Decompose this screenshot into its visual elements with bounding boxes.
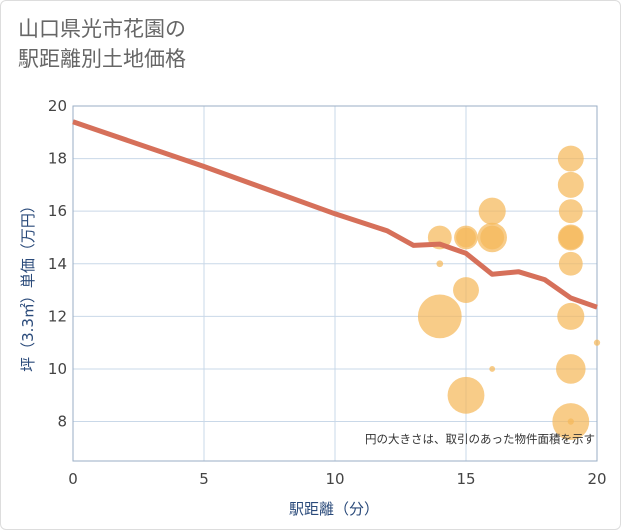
scatter-point: [417, 294, 462, 339]
y-axis-ticks: 8 10 12 14 16 18 20: [48, 97, 67, 431]
scatter-point: [558, 199, 583, 224]
scatter-point: [557, 145, 584, 172]
scatter-point: [593, 339, 601, 346]
scatter-point: [456, 227, 476, 248]
x-axis-ticks: 0 5 10 15 20: [68, 470, 606, 488]
grid-lines: [72, 105, 598, 461]
scatter-point: [436, 260, 444, 268]
y-tick-label: 10: [48, 360, 67, 378]
scatter-point: [478, 197, 506, 225]
y-tick-label: 14: [48, 255, 67, 273]
x-tick-label: 0: [68, 470, 78, 488]
x-tick-label: 20: [587, 470, 606, 488]
y-axis-label: 坪（3.3㎡）単価（万円）: [19, 198, 37, 372]
plot-border-rect: [72, 105, 598, 462]
y-tick-label: 12: [48, 307, 67, 325]
scatter-point: [558, 251, 583, 276]
chart-title-line2: 駅距離別土地価格: [18, 47, 186, 71]
x-tick-label: 15: [456, 470, 475, 488]
x-axis-label: 駅距離（分）: [289, 500, 379, 518]
scatter-point: [557, 171, 584, 198]
scatter-point: [453, 277, 479, 304]
x-tick-label: 5: [199, 470, 209, 488]
trend-line: [72, 119, 598, 310]
y-tick-label: 16: [48, 202, 67, 220]
y-tick-label: 20: [48, 97, 67, 115]
scatter-point: [480, 225, 505, 250]
scatter-point: [489, 366, 496, 372]
scatter-point: [556, 354, 586, 384]
scatter-point: [447, 376, 485, 414]
chart-title-line1: 山口県光市花園の: [18, 17, 186, 41]
scatter-point: [567, 418, 574, 425]
chart-title: 山口県光市花園の 駅距離別土地価格: [18, 14, 186, 74]
scatter-point: [557, 302, 585, 330]
scatter-point: [558, 225, 583, 250]
y-tick-label: 8: [57, 413, 67, 431]
scatter-points: [417, 145, 601, 440]
size-note: 円の大きさは、取引のあった物件面積を示す: [365, 432, 595, 446]
y-tick-label: 18: [48, 150, 67, 168]
x-tick-label: 10: [325, 470, 344, 488]
trend-line-path: [72, 119, 598, 310]
plot-border: [72, 105, 598, 462]
